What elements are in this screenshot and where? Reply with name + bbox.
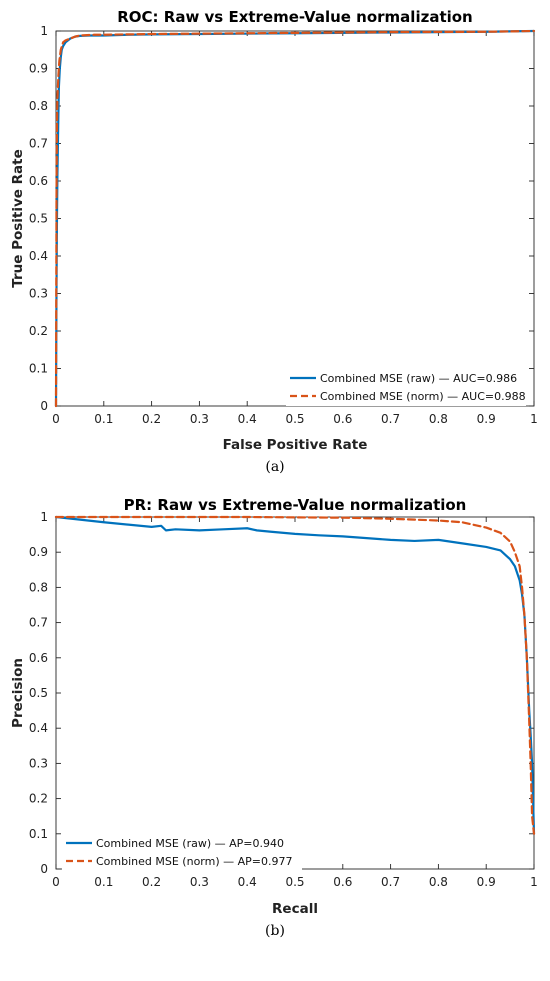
roc-chart: 0 0.1 0.2 0.3 0.4 0.5 0.6 0.7 0.8 0.9 1 0 0.1 0.2 0.3 0… [10, 8, 538, 475]
legend-entry: Combined MSE (raw) — AP=0.940 [96, 837, 284, 850]
x-tick-label: 1 [530, 875, 538, 889]
x-tick-label: 1 [530, 412, 538, 426]
y-tick-label: 0.4 [29, 249, 48, 263]
y-tick-label: 0.3 [29, 287, 48, 301]
x-tick-label: 0.2 [142, 412, 161, 426]
x-tick-label: 0 [52, 875, 60, 889]
y-tick-label: 0.8 [29, 99, 48, 113]
legend-box [62, 831, 302, 871]
x-tick-label: 0.5 [285, 875, 304, 889]
pr-chart: 0 0.1 0.2 0.3 0.4 0.5 0.6 0.7 0.8 0.9 1 0 0.1 0.2 0.3 0… [10, 496, 538, 939]
legend-entry: Combined MSE (norm) — AUC=0.988 [320, 390, 526, 403]
panel-caption: (a) [265, 459, 284, 475]
chart-title: PR: Raw vs Extreme-Value normalization [124, 496, 467, 514]
y-tick-label: 0 [40, 862, 48, 876]
y-tick-label: 0.2 [29, 792, 48, 806]
legend-box [286, 366, 526, 406]
x-tick-label: 0.1 [94, 875, 113, 889]
y-tick-label: 0.5 [29, 686, 48, 700]
x-tick-label: 0.4 [238, 875, 257, 889]
y-tick-label: 0.6 [29, 174, 48, 188]
x-tick-label: 0.7 [381, 412, 400, 426]
x-tick-label: 0.8 [429, 412, 448, 426]
x-tick-label: 0.9 [477, 875, 496, 889]
y-axis-label: True Positive Rate [10, 149, 26, 288]
y-tick-label: 0.8 [29, 580, 48, 594]
plot-frame [55, 30, 535, 407]
x-tick-label: 0.4 [238, 412, 257, 426]
x-axis-label: False Positive Rate [223, 437, 368, 453]
y-tick-label: 0.7 [29, 616, 48, 630]
series-line-norm [54, 29, 536, 408]
y-axis-label: Precision [10, 658, 26, 728]
y-tick-label: 0.7 [29, 137, 48, 151]
x-tick-label: 0.1 [94, 412, 113, 426]
x-tick-label: 0.7 [381, 875, 400, 889]
y-tick-label: 0.4 [29, 721, 48, 735]
y-tick-label: 1 [40, 510, 48, 524]
series-line-raw [54, 515, 536, 835]
y-tick-label: 0.5 [29, 212, 48, 226]
panel-caption: (b) [265, 923, 285, 939]
series-line-raw [54, 29, 536, 408]
y-tick-label: 0.9 [29, 545, 48, 559]
legend-entry: Combined MSE (raw) — AUC=0.986 [320, 372, 517, 385]
x-axis-label: Recall [272, 901, 318, 917]
legend: Combined MSE (raw) — AP=0.940 Combined MS… [62, 831, 302, 871]
x-tick-label: 0.5 [285, 412, 304, 426]
x-tick-label: 0.8 [429, 875, 448, 889]
chart-title: ROC: Raw vs Extreme-Value normalization [117, 8, 473, 26]
y-tick-label: 0.9 [29, 62, 48, 76]
legend: Combined MSE (raw) — AUC=0.986 Combined M… [286, 366, 526, 406]
y-tick-label: 1 [40, 24, 48, 38]
x-tick-label: 0.6 [333, 875, 352, 889]
y-tick-label: 0.1 [29, 362, 48, 376]
y-tick-label: 0.3 [29, 756, 48, 770]
y-tick-label: 0.2 [29, 324, 48, 338]
x-tick-label: 0.6 [333, 412, 352, 426]
y-tick-label: 0.6 [29, 651, 48, 665]
x-tick-label: 0 [52, 412, 60, 426]
y-tick-label: 0.1 [29, 827, 48, 841]
y-tick-label: 0 [40, 399, 48, 413]
series-line-norm [54, 515, 536, 835]
x-tick-label: 0.3 [190, 412, 209, 426]
x-tick-label: 0.2 [142, 875, 161, 889]
x-tick-label: 0.9 [477, 412, 496, 426]
plot-frame [55, 516, 535, 870]
x-tick-label: 0.3 [190, 875, 209, 889]
legend-entry: Combined MSE (norm) — AP=0.977 [96, 855, 293, 868]
